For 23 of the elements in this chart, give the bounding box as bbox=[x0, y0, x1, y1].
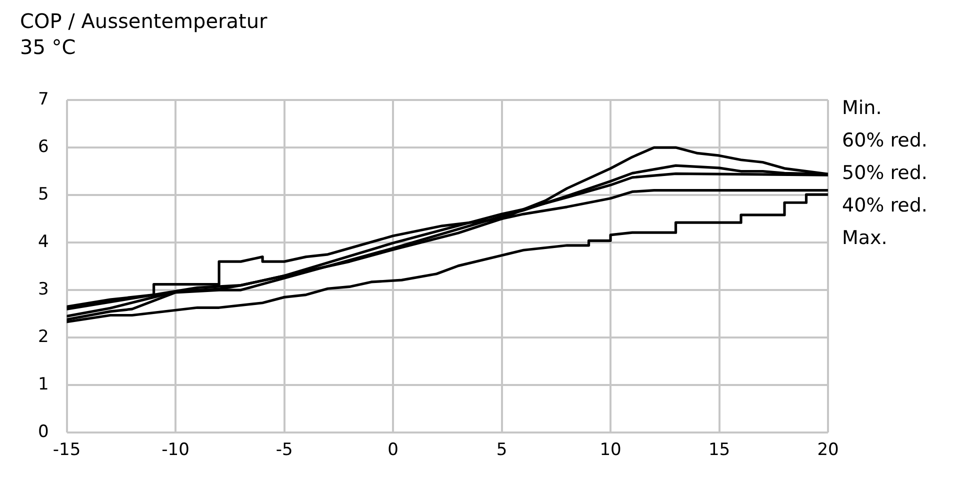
y-tick-label: 4 bbox=[38, 232, 49, 252]
x-tick-label: -10 bbox=[162, 440, 190, 460]
y-tick-label: 6 bbox=[38, 136, 49, 157]
y-tick-label: 1 bbox=[38, 374, 49, 395]
y-tick-label: 0 bbox=[38, 422, 49, 442]
x-tick-label: 20 bbox=[817, 440, 839, 460]
y-tick-label: 7 bbox=[38, 89, 49, 110]
y-tick-label: 2 bbox=[38, 326, 49, 347]
series-label: Max. bbox=[842, 226, 888, 249]
chart-title: COP / Aussentemperatur bbox=[20, 8, 268, 34]
x-tick-label: -5 bbox=[276, 440, 293, 460]
x-tick-label: 0 bbox=[388, 440, 398, 460]
series-label: 60% red. bbox=[842, 129, 928, 152]
y-tick-label: 5 bbox=[38, 184, 49, 204]
x-tick-label: 15 bbox=[708, 440, 730, 460]
y-tick-label: 3 bbox=[38, 279, 49, 300]
series-label: 40% red. bbox=[842, 194, 928, 216]
series-label: 50% red. bbox=[842, 162, 928, 184]
x-tick-label: 5 bbox=[496, 440, 508, 460]
text: Min. bbox=[842, 96, 882, 119]
x-tick-label: -15 bbox=[52, 440, 81, 460]
chart-subtitle: 35 °C bbox=[20, 34, 77, 60]
x-tick-label: 10 bbox=[600, 440, 622, 460]
